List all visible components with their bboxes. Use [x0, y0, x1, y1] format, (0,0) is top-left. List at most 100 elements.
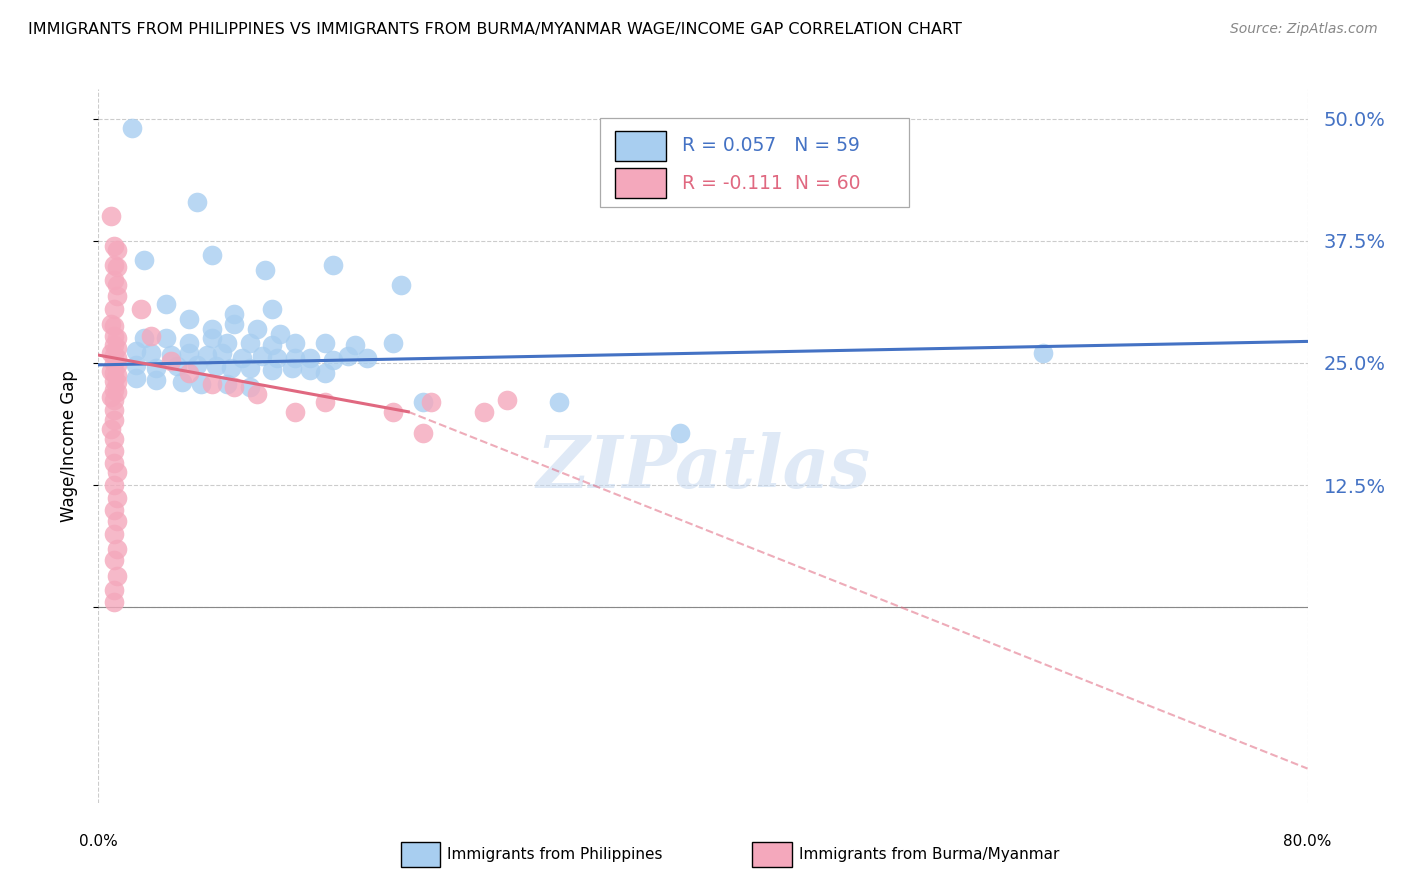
- Point: [103, 402, 125, 417]
- Point: [186, 194, 208, 209]
- Point: [105, 358, 128, 372]
- Text: IMMIGRANTS FROM PHILIPPINES VS IMMIGRANTS FROM BURMA/MYANMAR WAGE/INCOME GAP COR: IMMIGRANTS FROM PHILIPPINES VS IMMIGRANT…: [28, 22, 962, 37]
- Point: [103, 318, 125, 333]
- Point: [105, 368, 128, 382]
- Text: Source: ZipAtlas.com: Source: ZipAtlas.com: [1230, 22, 1378, 37]
- Point: [105, 569, 128, 583]
- Point: [224, 307, 246, 321]
- Point: [179, 336, 201, 351]
- Point: [246, 387, 269, 401]
- Point: [125, 370, 148, 384]
- Point: [105, 331, 128, 345]
- Point: [103, 392, 125, 407]
- Point: [103, 502, 125, 516]
- Point: [284, 336, 307, 351]
- Point: [224, 380, 246, 394]
- Point: [145, 360, 167, 375]
- Point: [269, 326, 291, 341]
- Point: [103, 348, 125, 362]
- Point: [253, 263, 276, 277]
- Point: [215, 377, 238, 392]
- Point: [281, 360, 304, 375]
- Point: [103, 553, 125, 567]
- Point: [412, 426, 434, 441]
- Point: [284, 351, 307, 365]
- FancyBboxPatch shape: [614, 169, 665, 198]
- Point: [166, 359, 188, 373]
- Y-axis label: Wage/Income Gap: Wage/Income Gap: [59, 370, 77, 522]
- Point: [100, 346, 122, 360]
- Point: [221, 360, 243, 375]
- Point: [299, 363, 322, 377]
- Text: R = -0.111  N = 60: R = -0.111 N = 60: [682, 174, 860, 193]
- Point: [103, 412, 125, 426]
- Point: [344, 338, 367, 352]
- Point: [170, 376, 193, 390]
- Point: [215, 336, 238, 351]
- Point: [129, 302, 152, 317]
- Point: [266, 351, 288, 365]
- Point: [201, 248, 224, 262]
- Point: [201, 377, 224, 392]
- Point: [314, 366, 336, 380]
- Point: [239, 380, 262, 394]
- Point: [299, 351, 322, 365]
- Point: [382, 336, 405, 351]
- Point: [314, 336, 336, 351]
- Point: [103, 273, 125, 287]
- Point: [100, 317, 122, 331]
- Point: [246, 321, 269, 335]
- Point: [105, 277, 128, 292]
- Point: [262, 302, 284, 317]
- Point: [141, 328, 163, 343]
- Text: Immigrants from Burma/Myanmar: Immigrants from Burma/Myanmar: [799, 847, 1059, 862]
- Point: [132, 253, 155, 268]
- Point: [105, 289, 128, 303]
- Text: Immigrants from Philippines: Immigrants from Philippines: [447, 847, 662, 862]
- Point: [160, 348, 183, 362]
- Point: [495, 392, 517, 407]
- Point: [103, 527, 125, 541]
- Point: [105, 491, 128, 505]
- Point: [105, 541, 128, 556]
- Text: 80.0%: 80.0%: [1284, 834, 1331, 849]
- Point: [155, 297, 177, 311]
- Point: [103, 374, 125, 388]
- Point: [356, 351, 378, 365]
- Point: [103, 582, 125, 597]
- Point: [239, 336, 262, 351]
- Point: [412, 395, 434, 409]
- Point: [262, 363, 284, 377]
- Point: [201, 331, 224, 345]
- Point: [201, 321, 224, 335]
- Point: [239, 360, 262, 375]
- Point: [141, 346, 163, 360]
- Point: [186, 358, 208, 372]
- Point: [155, 331, 177, 345]
- Point: [103, 328, 125, 343]
- Point: [105, 385, 128, 400]
- FancyBboxPatch shape: [600, 118, 908, 207]
- Point: [103, 478, 125, 492]
- Point: [105, 514, 128, 528]
- Point: [179, 312, 201, 326]
- Point: [262, 338, 284, 352]
- Text: ZIPatlas: ZIPatlas: [536, 432, 870, 503]
- Point: [669, 426, 692, 441]
- Point: [224, 317, 246, 331]
- Point: [103, 443, 125, 458]
- Point: [195, 348, 218, 362]
- FancyBboxPatch shape: [614, 130, 665, 161]
- Point: [103, 238, 125, 252]
- Point: [420, 395, 443, 409]
- Point: [121, 121, 143, 136]
- Point: [100, 364, 122, 378]
- Point: [145, 372, 167, 386]
- Point: [322, 353, 344, 368]
- Point: [103, 258, 125, 272]
- Point: [103, 338, 125, 352]
- Text: 0.0%: 0.0%: [79, 834, 118, 849]
- Point: [103, 432, 125, 446]
- Point: [125, 358, 148, 372]
- Point: [179, 346, 201, 360]
